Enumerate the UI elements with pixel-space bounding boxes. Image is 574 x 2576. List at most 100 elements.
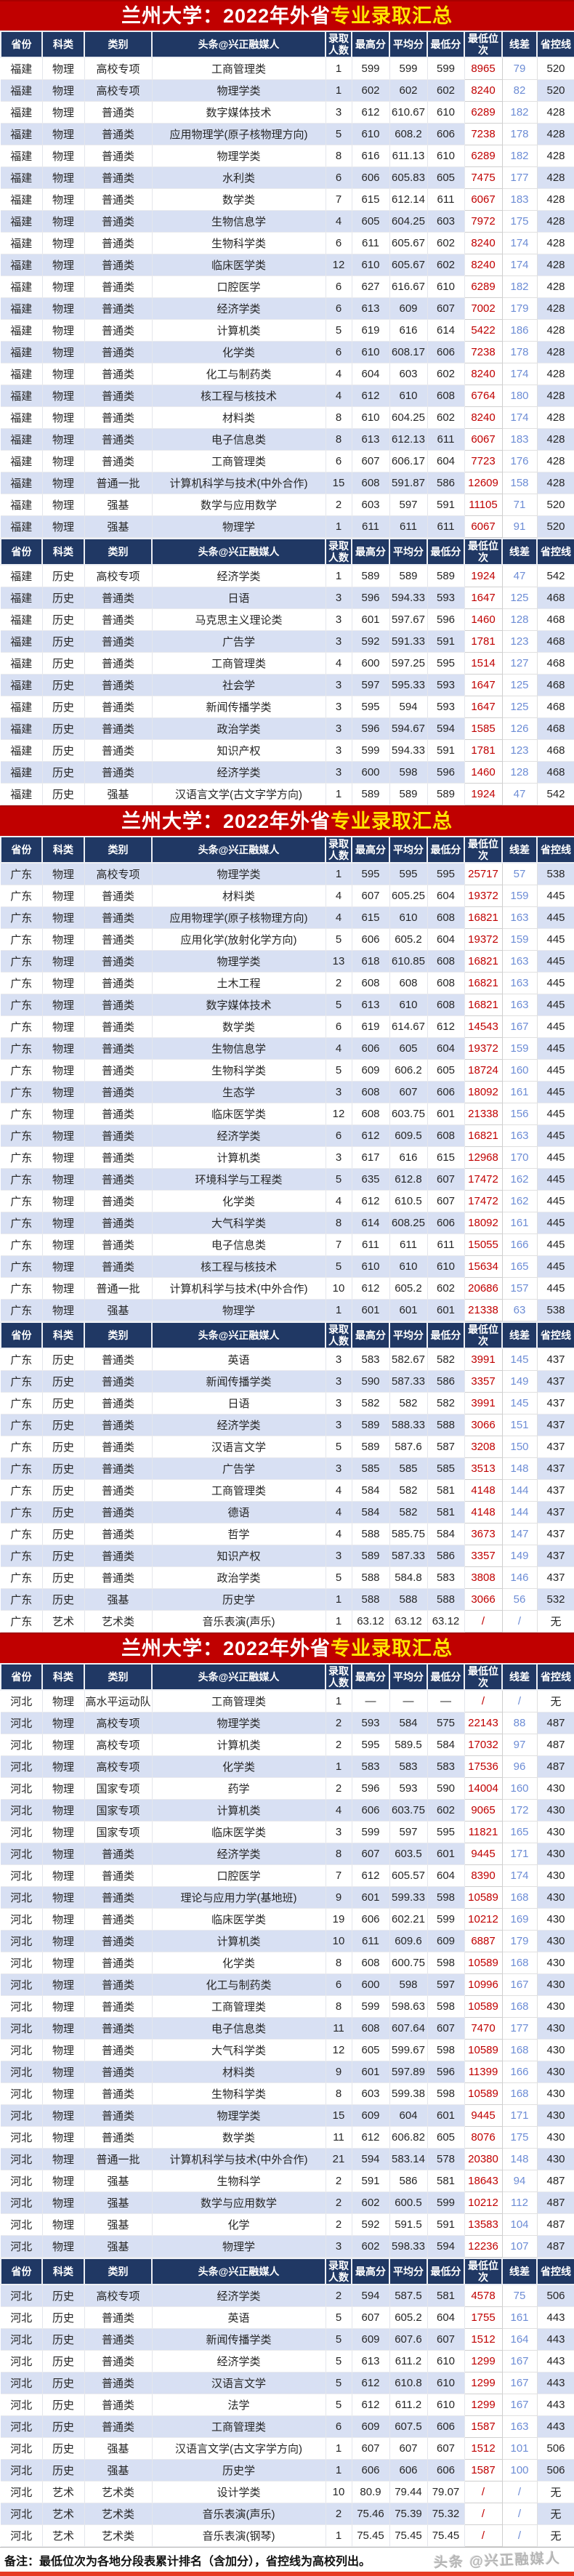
cell-subject-type: 艺术 xyxy=(42,2481,85,2503)
table-row: 广东 物理 普通类 生物科学类 5 609 606.2 605 18724 160 445 xyxy=(1,1059,574,1082)
table-row: 广东 历史 普通类 新闻传播学类 3 590 587.33 586 3357 149 437 xyxy=(1,1370,574,1393)
cell-min-score: 599 xyxy=(427,2191,465,2214)
cell-control-line: 437 xyxy=(537,1501,574,1524)
cell-min-rank: 7238 xyxy=(464,123,503,145)
cell-avg-score: 612.14 xyxy=(389,188,428,211)
cell-max-score: 594 xyxy=(352,2148,390,2170)
cell-max-score: 617 xyxy=(352,1146,390,1169)
cell-min-rank: 16821 xyxy=(464,994,503,1016)
column-header-category: 类别 xyxy=(84,1663,153,1691)
cell-min-rank: 3513 xyxy=(464,1457,503,1480)
cell-control-line: 538 xyxy=(537,1299,574,1321)
cell-province: 福建 xyxy=(1,57,43,80)
cell-min-score: 606 xyxy=(427,341,465,363)
cell-admit-count: 1 xyxy=(326,57,352,80)
cell-major: 化学 xyxy=(152,2213,326,2236)
cell-min-rank: 18092 xyxy=(464,1212,503,1234)
cell-control-line: 445 xyxy=(537,972,574,994)
cell-category: 普通类 xyxy=(84,123,153,145)
cell-control-line: 430 xyxy=(537,1821,574,1843)
cell-min-score: 586 xyxy=(427,1545,465,1567)
cell-admit-count: 6 xyxy=(326,166,352,189)
cell-major: 物理学类 xyxy=(152,1712,326,1734)
cell-category: 普通类 xyxy=(84,587,153,609)
cell-subject-type: 历史 xyxy=(42,608,85,631)
cell-province: 河北 xyxy=(1,1734,43,1756)
column-header-min-score: 最低分 xyxy=(427,1663,465,1691)
cell-max-score: 609 xyxy=(352,1059,390,1082)
cell-control-line: 437 xyxy=(537,1479,574,1502)
cell-max-score: 601 xyxy=(352,1299,390,1321)
cell-min-score: 605 xyxy=(427,2126,465,2149)
cell-subject-type: 历史 xyxy=(42,2459,85,2482)
cell-line-diff: 144 xyxy=(501,1501,538,1524)
cell-line-diff: 128 xyxy=(501,608,538,631)
cell-line-diff: 125 xyxy=(501,674,538,696)
cell-avg-score: 63.12 xyxy=(389,1610,428,1633)
cell-avg-score: 600.5 xyxy=(389,2191,428,2214)
cell-major: 经济学类 xyxy=(152,1843,326,1865)
cell-line-diff: 75 xyxy=(501,2284,538,2307)
cell-max-score: 596 xyxy=(352,1777,390,1800)
cell-min-score: 601 xyxy=(427,1103,465,1125)
cell-avg-score: 585.75 xyxy=(389,1523,428,1545)
cell-subject-type: 物理 xyxy=(42,1233,85,1256)
table-row: 广东 物理 普通类 临床医学类 12 608 603.75 601 21338 156 445 xyxy=(1,1103,574,1125)
cell-subject-type: 物理 xyxy=(42,385,85,407)
cell-min-score: 606 xyxy=(427,1081,465,1103)
cell-major: 工商管理类 xyxy=(152,652,326,675)
cell-min-score: 606 xyxy=(427,2415,465,2438)
cell-line-diff: 163 xyxy=(501,2415,538,2438)
cell-subject-type: 物理 xyxy=(42,1690,85,1712)
cell-admit-count: 4 xyxy=(326,1037,352,1060)
cell-control-line: 428 xyxy=(537,472,574,494)
column-header-line-diff: 线差 xyxy=(501,1321,538,1349)
cell-min-rank: 1755 xyxy=(464,2306,503,2329)
cell-subject-type: 历史 xyxy=(42,1523,85,1545)
cell-subject-type: 物理 xyxy=(42,79,85,102)
cell-avg-score: 609.5 xyxy=(389,1124,428,1147)
cell-admit-count: 8 xyxy=(326,1843,352,1865)
table-row: 河北 历史 强基 汉语言文学(古文字学方向) 1 607 607 607 1512 101 506 xyxy=(1,2437,574,2460)
cell-min-rank: 3991 xyxy=(464,1392,503,1414)
title-prefix: 兰州大学：2022年外省 xyxy=(121,810,331,832)
cell-avg-score: 594.33 xyxy=(389,739,428,762)
cell-line-diff: 123 xyxy=(501,630,538,653)
cell-line-diff: 179 xyxy=(501,297,538,320)
cell-min-rank: 1924 xyxy=(464,564,503,587)
cell-admit-count: 5 xyxy=(326,2306,352,2329)
cell-avg-score: 611.2 xyxy=(389,2350,428,2372)
cell-subject-type: 物理 xyxy=(42,1886,85,1909)
cell-min-rank: 11821 xyxy=(464,1821,503,1843)
cell-control-line: 538 xyxy=(537,863,574,885)
cell-category: 普通类 xyxy=(84,1908,153,1931)
cell-category: 普通类 xyxy=(84,1501,153,1524)
cell-category: 普通类 xyxy=(84,1255,153,1278)
header-row: 省份 科类 类别 头条@兴正融媒人 录取人数 最高分 平均分 最低分 最低位次 线差 省控线 xyxy=(0,538,574,565)
cell-avg-score: 607.64 xyxy=(389,2017,428,2040)
cell-min-score: 585 xyxy=(427,1457,465,1480)
column-header-subject-type: 科类 xyxy=(41,2258,85,2285)
cell-province: 广东 xyxy=(1,1392,43,1414)
cell-line-diff: 167 xyxy=(501,2372,538,2394)
cell-category: 普通一批 xyxy=(84,472,153,494)
cell-max-score: 588 xyxy=(352,1566,390,1589)
cell-max-score: 599 xyxy=(352,1821,390,1843)
cell-min-rank: 1299 xyxy=(464,2372,503,2394)
cell-province: 河北 xyxy=(1,1712,43,1734)
cell-min-score: 583 xyxy=(427,1755,465,1778)
cell-min-rank: 16821 xyxy=(464,1124,503,1147)
table-row: 河北 物理 普通类 化工与制药类 6 600 598 597 10996 167 430 xyxy=(1,1973,574,1996)
cell-min-score: 611 xyxy=(427,515,465,538)
table-row: 广东 物理 普通类 化学类 4 612 610.5 607 17472 162 445 xyxy=(1,1190,574,1212)
cell-subject-type: 历史 xyxy=(42,761,85,784)
cell-subject-type: 历史 xyxy=(42,1370,85,1393)
cell-subject-type: 艺术 xyxy=(42,1610,85,1633)
table-row: 河北 物理 强基 物理学 3 602 598.33 594 12236 107 487 xyxy=(1,2235,574,2258)
cell-major: 临床医学类 xyxy=(152,254,326,276)
cell-line-diff: 168 xyxy=(501,2082,538,2105)
cell-avg-score: 610.5 xyxy=(389,1190,428,1212)
cell-subject-type: 物理 xyxy=(42,101,85,124)
cell-control-line: 430 xyxy=(537,1908,574,1931)
cell-min-rank: 11399 xyxy=(464,2061,503,2083)
